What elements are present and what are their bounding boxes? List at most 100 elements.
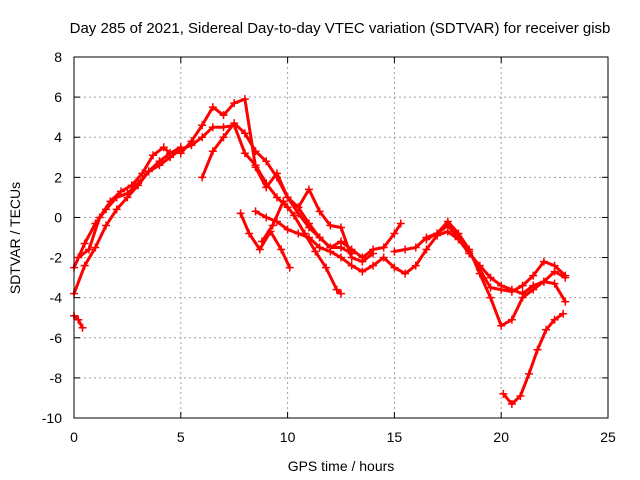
data-point [337, 237, 345, 246]
data-point [294, 203, 303, 212]
data-point [91, 243, 100, 252]
data-point [332, 285, 341, 294]
data-point [138, 169, 147, 178]
data-point [144, 167, 153, 176]
y-tick-label: -2 [50, 250, 63, 266]
data-point [529, 271, 538, 280]
data-point [208, 103, 217, 112]
data-point [80, 261, 89, 270]
series-line [76, 145, 172, 260]
data-point [80, 239, 89, 248]
data-point [230, 99, 239, 108]
data-point [497, 321, 506, 330]
series-line [501, 312, 565, 406]
series-arc-3 [74, 143, 175, 262]
series-arc-9 [294, 203, 405, 262]
series-arc-11 [422, 217, 570, 330]
data-point [315, 243, 324, 252]
data-point [337, 253, 345, 262]
data-point [74, 253, 83, 262]
x-tick-label: 25 [600, 429, 616, 445]
y-axis-label: SDTVAR / TECUs [7, 182, 23, 294]
data-point [369, 245, 378, 254]
data-point [358, 253, 367, 262]
data-point [219, 111, 228, 120]
x-axis-label: GPS time / hours [288, 458, 395, 474]
data-point [542, 325, 551, 334]
data-point [230, 119, 239, 128]
data-point [285, 263, 294, 272]
data-point [486, 283, 495, 292]
data-point [78, 323, 87, 332]
data-point [251, 207, 260, 216]
data-point [236, 209, 245, 218]
data-point [337, 289, 345, 298]
data-point [559, 309, 568, 318]
data-point [326, 221, 335, 230]
data-point [251, 163, 260, 172]
series-arc-7 [257, 197, 345, 298]
data-point [315, 233, 324, 242]
series-arc-13 [70, 311, 87, 332]
x-tick-label: 10 [280, 429, 296, 445]
series-arc-5 [198, 119, 378, 266]
data-point [507, 399, 516, 408]
data-point [251, 147, 260, 156]
data-point [240, 95, 249, 104]
data-point [255, 245, 264, 254]
data-point [390, 229, 399, 238]
data-point [219, 123, 228, 132]
data-point [411, 261, 420, 270]
data-point [465, 245, 474, 254]
data-point [411, 243, 420, 252]
data-point [379, 243, 388, 252]
data-point [390, 247, 399, 256]
data-point [262, 213, 271, 222]
grid [74, 57, 608, 418]
data-point [95, 213, 104, 222]
data-point [550, 261, 559, 270]
data-point [539, 257, 548, 266]
data-point [524, 369, 533, 378]
data-point [347, 261, 356, 270]
data-point [561, 271, 570, 280]
data-point [272, 173, 281, 182]
series-line [239, 211, 292, 270]
x-tick-labels: 0 5 10 15 20 25 [70, 429, 616, 445]
data-point [518, 293, 527, 302]
data-point [245, 229, 254, 238]
data-point [401, 245, 410, 254]
data-point [149, 151, 158, 160]
data-point [422, 235, 431, 244]
data-point [123, 193, 132, 202]
data-point [187, 137, 196, 146]
data-point [268, 221, 277, 230]
chart-title: Day 285 of 2021, Sidereal Day-to-day VTE… [70, 20, 611, 37]
x-tick-label: 15 [387, 429, 403, 445]
data-point [279, 197, 288, 206]
data-point [159, 143, 168, 152]
data-point [277, 245, 286, 254]
data-point [155, 157, 164, 166]
y-tick-label: 8 [54, 49, 62, 65]
data-point [315, 207, 324, 216]
series-line [179, 97, 354, 255]
data-point [74, 315, 83, 324]
series-arc-8 [251, 207, 570, 298]
data-point [272, 193, 281, 202]
data-point [198, 133, 207, 142]
data-point [208, 147, 217, 156]
data-point [454, 229, 463, 238]
data-point [240, 149, 249, 158]
x-tick-label: 0 [70, 429, 78, 445]
data-point [304, 185, 313, 194]
data-point [396, 219, 405, 228]
data-point [507, 315, 516, 324]
data-point [433, 229, 442, 238]
data-point [257, 237, 266, 246]
data-point [198, 173, 207, 182]
data-point [422, 245, 431, 254]
data-point [347, 253, 356, 262]
data-point [102, 221, 111, 230]
